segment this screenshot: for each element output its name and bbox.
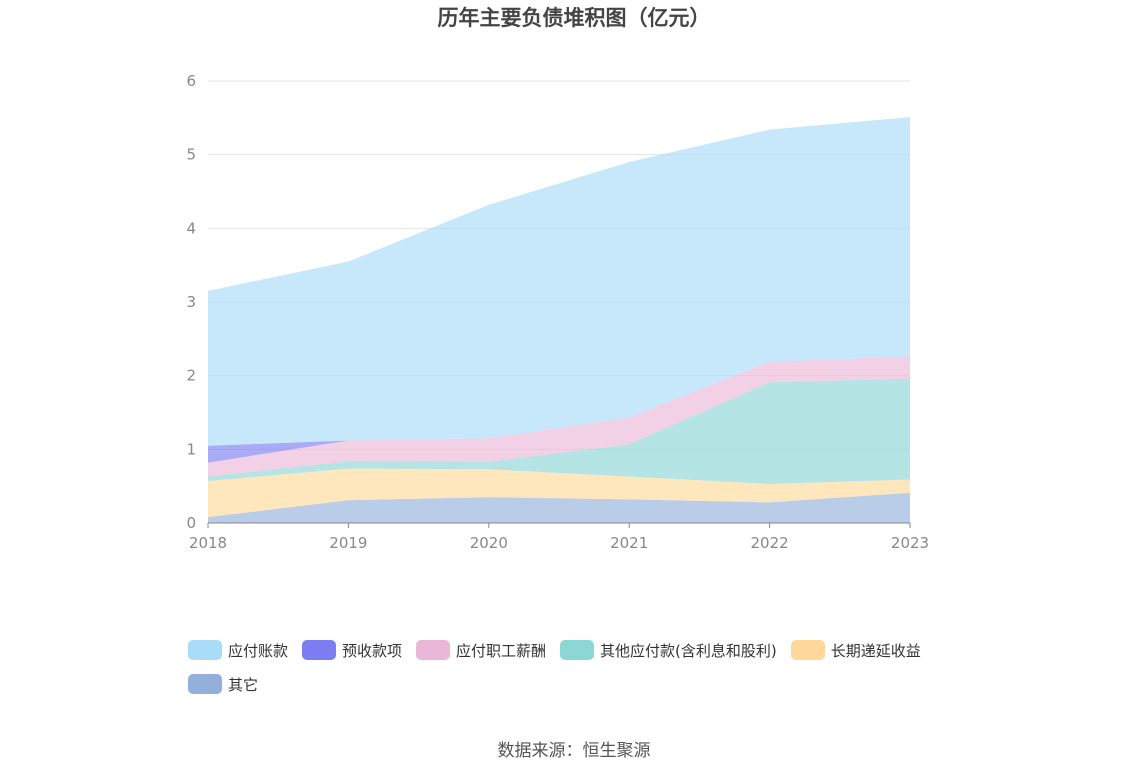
axes: 0 1 2 3 4 5 6 2018 2019 2020 2021 2022 2023 (186, 72, 929, 552)
legend-swatch (416, 640, 451, 660)
x-tick-label: 2018 (189, 534, 227, 552)
legend-swatch (560, 640, 595, 660)
area-其他应付款(含利息和股利)[interactable] (208, 378, 910, 484)
area-应付账款[interactable] (208, 117, 910, 446)
y-tick-label: 6 (186, 72, 196, 90)
legend-label: 预收款项 (342, 641, 403, 660)
legend-swatch (188, 640, 222, 660)
legend-item[interactable]: 长期递延收益 (790, 638, 921, 662)
legend-item[interactable]: 应付职工薪酬 (416, 638, 546, 662)
legend-item[interactable]: 其它 (188, 672, 258, 696)
legend-label: 其他应付款(含利息和股利) (600, 641, 777, 660)
legend-item[interactable]: 应付账款 (188, 638, 288, 662)
legend-label: 应付账款 (228, 641, 289, 660)
area-其它[interactable] (208, 492, 910, 523)
y-tick-label: 0 (186, 514, 196, 532)
legend-swatch (790, 640, 825, 660)
area-series (208, 117, 910, 523)
y-tick-label: 4 (186, 219, 196, 237)
chart-title: 历年主要负债堆积图（亿元） (437, 6, 711, 30)
y-tick-label: 1 (186, 440, 196, 458)
x-tick-label: 2020 (470, 534, 508, 552)
x-tick-label: 2019 (329, 534, 367, 552)
x-tick-label: 2023 (891, 534, 929, 552)
x-tick-label: 2021 (610, 534, 648, 552)
y-tick-label: 2 (186, 367, 196, 385)
stacked-area-chart: 0 1 2 3 4 5 6 2018 2019 2020 2021 2022 2023 (186, 72, 929, 552)
legend-item[interactable]: 预收款项 (302, 638, 402, 662)
legend-label: 长期递延收益 (830, 641, 921, 660)
legend-item[interactable]: 其他应付款(含利息和股利) (560, 638, 777, 662)
legend-label: 其它 (228, 675, 259, 694)
chart-legend: 应付账款 预收款项 应付职工薪酬 其他应付款(含利息和股利) 长期递延收益其它 (188, 638, 988, 696)
y-tick-label: 5 (186, 146, 196, 164)
area-长期递延收益[interactable] (208, 468, 910, 518)
legend-label: 应付职工薪酬 (456, 641, 547, 660)
area-应付职工薪酬[interactable] (208, 356, 910, 477)
y-tick-label: 3 (186, 293, 196, 311)
data-source: 数据来源：恒生聚源 (497, 741, 651, 761)
legend-swatch (188, 674, 222, 694)
legend-swatch (302, 640, 337, 660)
x-tick-label: 2022 (751, 534, 789, 552)
